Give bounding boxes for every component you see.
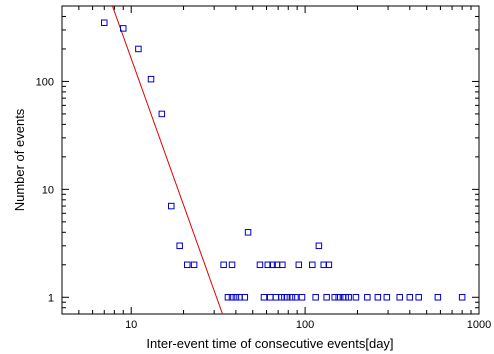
data-point (224, 294, 232, 301)
data-point (331, 294, 338, 301)
data-point (434, 294, 442, 301)
data-point (345, 294, 352, 301)
data-point (323, 294, 330, 301)
data-point (295, 261, 303, 269)
x-axis-label: Inter-event time of consecutive events[d… (146, 336, 393, 351)
data-point (284, 294, 291, 301)
data-point (183, 261, 191, 269)
y-axis-label: Number of events (12, 108, 27, 211)
plot-frame (61, 5, 480, 315)
data-point (147, 75, 155, 83)
data-point (288, 294, 296, 301)
data-point (292, 294, 299, 301)
data-point (168, 202, 175, 210)
data-point (260, 294, 268, 301)
axis-ticks (61, 5, 480, 315)
data-point (220, 261, 227, 269)
fit-line-group (111, 6, 223, 314)
data-point (298, 294, 306, 301)
x-tick-label: 10 (125, 319, 137, 331)
x-tick-label: 1000 (467, 319, 491, 331)
data-point (119, 25, 127, 32)
fit-line (111, 6, 223, 314)
data-point (135, 45, 142, 53)
x-tick-label: 100 (296, 319, 314, 331)
data-point (264, 261, 272, 269)
data-point (190, 261, 198, 269)
y-tick-label: 1 (48, 292, 54, 304)
data-point (266, 294, 274, 301)
data-point (158, 110, 166, 118)
data-point (309, 261, 316, 269)
data-point (315, 242, 323, 250)
data-point (232, 294, 240, 301)
data-point (312, 294, 319, 301)
data-point (279, 261, 286, 269)
data-points (101, 19, 466, 301)
data-point (269, 261, 276, 269)
y-tick-label: 10 (42, 184, 54, 196)
data-point (374, 294, 382, 301)
data-point (396, 294, 403, 301)
data-point (352, 294, 360, 301)
data-point (383, 294, 391, 301)
y-tick-label: 100 (36, 76, 54, 88)
data-point (335, 294, 342, 301)
data-point (244, 229, 252, 236)
data-point (228, 261, 236, 269)
data-point (228, 294, 236, 301)
data-point (364, 294, 371, 301)
data-point (241, 294, 249, 301)
data-point (458, 294, 466, 301)
tick-labels: 10 100 1000 1 10 100 (36, 76, 492, 331)
data-point (415, 294, 422, 301)
data-point (406, 294, 414, 301)
data-point (325, 261, 333, 269)
data-point (236, 294, 243, 301)
data-point (256, 261, 264, 269)
data-point (176, 242, 183, 250)
data-point (101, 19, 108, 26)
data-point (272, 294, 280, 301)
